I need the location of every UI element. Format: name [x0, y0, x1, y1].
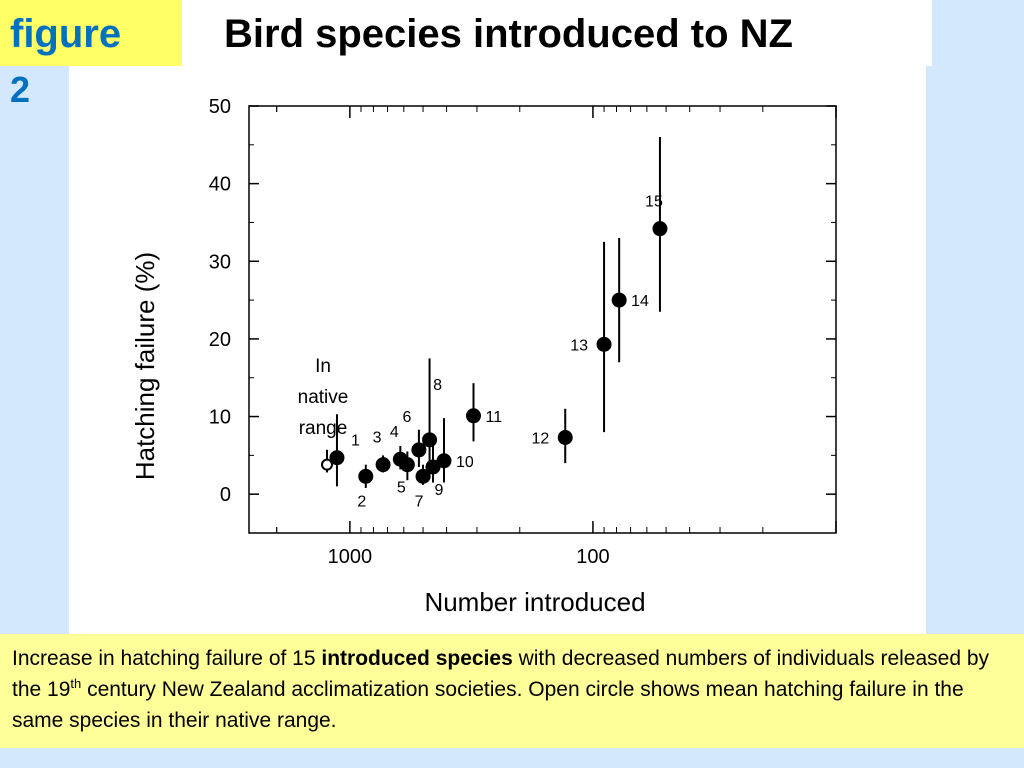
point-label: 14 [631, 293, 649, 310]
data-point [415, 468, 431, 484]
point-label: 6 [402, 409, 411, 426]
point-label: 5 [397, 480, 406, 497]
point-label: 4 [390, 424, 399, 441]
caption-bold: introduced species [321, 647, 513, 670]
y-tick-label: 20 [209, 329, 231, 351]
caption-part-3: century New Zealand acclimatization soci… [12, 678, 964, 732]
y-tick-label: 50 [209, 96, 231, 118]
point-label: 2 [357, 493, 366, 510]
plot-frame [248, 105, 837, 534]
point-label: 8 [433, 377, 442, 394]
y-tick-label: 10 [209, 407, 231, 429]
data-point [329, 450, 345, 466]
chart-panel: 0 10 20 30 40 50 1000 100 In native range 1 2 3 4 5 6 7 8… [69, 66, 926, 634]
caption-part-2: with decreased numbers of individuals re… [12, 647, 990, 701]
caption-part-1: Increase in hatching failure of 15 [12, 647, 322, 670]
point-label: 15 [645, 194, 663, 211]
data-point [611, 292, 627, 308]
caption-box: Increase in hatching failure of 15 intro… [0, 634, 1024, 748]
point-label: 3 [373, 430, 382, 447]
data-point [557, 430, 573, 446]
native-range-label: native [298, 387, 349, 408]
caption-superscript: th [70, 676, 82, 691]
data-point [375, 457, 391, 473]
native-range-label: range [299, 418, 348, 439]
data-point [399, 457, 415, 473]
data-point [596, 336, 612, 352]
data-point [411, 442, 427, 458]
slide-title: Bird species introduced to NZ [224, 12, 793, 56]
point-label: 10 [456, 454, 474, 471]
data-point [425, 459, 441, 475]
axes: 0 10 20 30 40 50 1000 100 [209, 96, 837, 568]
y-tick-label: 30 [209, 251, 231, 273]
data-point [422, 432, 438, 448]
x-tick-label: 1000 [328, 546, 373, 568]
point-label: 1 [351, 433, 360, 450]
data-point [436, 453, 452, 469]
x-axis-label: Number introduced [424, 587, 645, 617]
point-label: 13 [570, 337, 588, 354]
point-label: 12 [531, 431, 549, 448]
native-range-point [321, 458, 333, 471]
figure-number: 2 [10, 69, 31, 110]
figure-label-text: figure [10, 12, 122, 56]
native-range-label: In [315, 356, 331, 377]
data-point [358, 468, 374, 484]
point-label: 9 [435, 482, 444, 499]
point-label: 7 [415, 493, 424, 510]
x-tick-label: 100 [576, 546, 609, 568]
caption-text: Increase in hatching failure of 15 intro… [12, 643, 1012, 736]
title-box: Bird species introduced to NZ [182, 0, 932, 66]
y-tick-label: 0 [220, 484, 231, 506]
point-label: 11 [485, 409, 502, 426]
figure-label-box: figure [0, 0, 182, 66]
data-point [652, 221, 668, 237]
y-tick-label: 40 [209, 174, 231, 196]
y-axis-label: Hatching failure (%) [130, 252, 160, 480]
data-point [465, 408, 481, 424]
